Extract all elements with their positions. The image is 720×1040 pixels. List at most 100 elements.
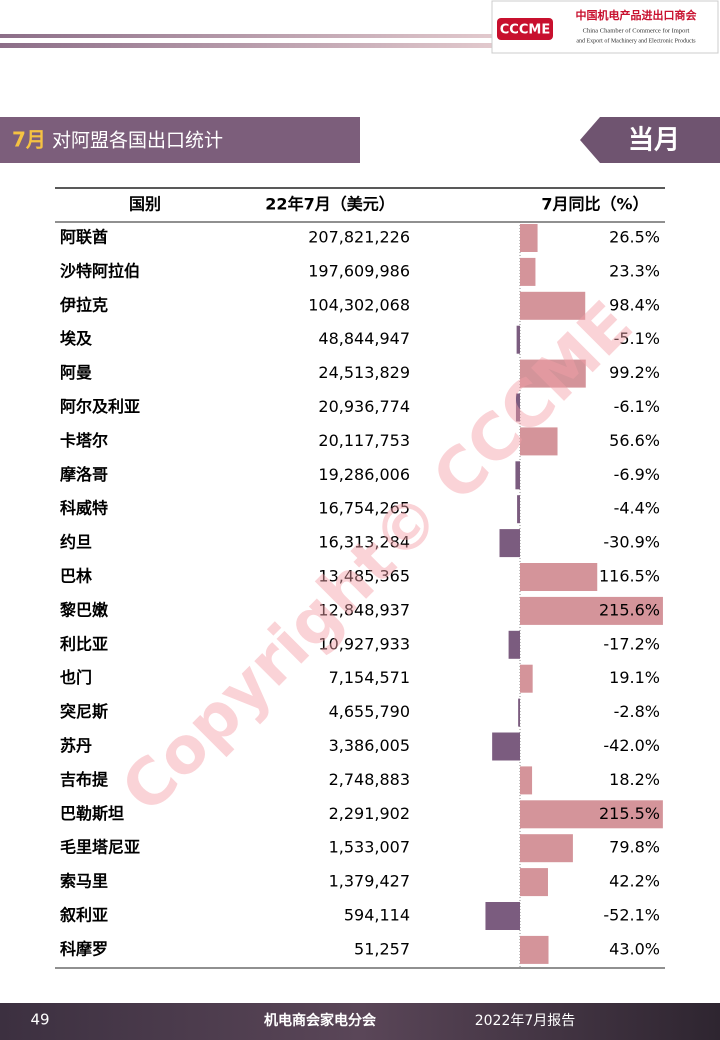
- country: 利比亚: [60, 634, 108, 653]
- amount: 51,257: [354, 939, 410, 958]
- amount: 1,379,427: [329, 872, 410, 891]
- yoy-label: 26.5%: [609, 228, 660, 247]
- country: 摩洛哥: [60, 465, 108, 484]
- amount: 594,114: [344, 906, 410, 925]
- yoy-bar: [520, 359, 586, 388]
- section-tag: 当月: [628, 126, 680, 156]
- country: 巴林: [60, 567, 92, 586]
- yoy-bar: [520, 766, 533, 795]
- amount: 4,655,790: [329, 702, 410, 721]
- yoy-bar: [520, 563, 598, 591]
- country: 巴勒斯坦: [60, 804, 124, 823]
- amount: 2,291,902: [329, 804, 410, 823]
- yoy-bar: [499, 529, 520, 558]
- column-header: 7月同比（%）: [541, 195, 648, 214]
- country: 叙利亚: [60, 906, 108, 925]
- amount: 10,927,933: [318, 634, 410, 653]
- yoy-label: 215.5%: [599, 804, 660, 823]
- country: 苏丹: [60, 736, 92, 755]
- top-rule: [0, 43, 492, 48]
- amount: 2,748,883: [329, 770, 410, 789]
- country: 阿联酋: [60, 228, 108, 247]
- yoy-label: -52.1%: [603, 906, 660, 925]
- yoy-label: -6.1%: [614, 397, 660, 416]
- yoy-bar: [520, 664, 533, 693]
- country: 阿尔及利亚: [60, 397, 140, 416]
- yoy-bar: [520, 834, 573, 863]
- country: 科威特: [60, 499, 108, 518]
- amount: 7,154,571: [329, 668, 410, 687]
- yoy-label: -4.4%: [614, 499, 660, 518]
- yoy-bar: [520, 291, 586, 320]
- yoy-bar: [508, 630, 520, 659]
- yoy-bar: [492, 732, 520, 761]
- country: 阿曼: [60, 363, 92, 382]
- yoy-bar: [515, 393, 520, 422]
- yoy-bar: [485, 902, 520, 930]
- yoy-label: 43.0%: [609, 939, 660, 958]
- amount: 1,533,007: [329, 838, 410, 857]
- yoy-label: 99.2%: [609, 363, 660, 382]
- yoy-bar: [520, 935, 549, 964]
- yoy-label: -30.9%: [603, 533, 660, 552]
- yoy-label: -5.1%: [614, 329, 660, 348]
- tag-shape: [580, 117, 720, 163]
- logo-mark: [497, 18, 553, 40]
- yoy-label: -17.2%: [603, 634, 660, 653]
- yoy-bar: [517, 495, 520, 524]
- yoy-bar: [516, 325, 520, 354]
- yoy-label: 215.6%: [599, 600, 660, 619]
- column-header: 22年7月（美元）: [265, 195, 394, 214]
- country: 埃及: [60, 329, 93, 348]
- table-body: 阿联酋 207,821,226 26.5% 沙特阿拉伯 197,609,986 23.3%…: [59, 224, 663, 964]
- country: 沙特阿拉伯: [60, 261, 140, 280]
- amount: 13,485,365: [318, 567, 410, 586]
- country: 索马里: [60, 872, 108, 891]
- yoy-label: 18.2%: [609, 770, 660, 789]
- org-en: China Chamber of Commerce for Import: [583, 27, 690, 34]
- column-header: 国别: [129, 195, 161, 214]
- yoy-label: 23.3%: [609, 261, 660, 280]
- country: 科摩罗: [60, 939, 108, 958]
- country: 约旦: [60, 533, 92, 552]
- amount: 16,313,284: [318, 533, 410, 552]
- amount: 20,117,753: [318, 431, 410, 450]
- amount: 19,286,006: [318, 465, 410, 484]
- yoy-label: -42.0%: [603, 736, 660, 755]
- yoy-label: 56.6%: [609, 431, 660, 450]
- yoy-bar: [520, 427, 558, 456]
- yoy-bar: [520, 257, 536, 286]
- country: 卡塔尔: [60, 431, 108, 450]
- yoy-bar: [520, 596, 663, 625]
- section-title: 对阿盟各国出口统计: [52, 130, 223, 152]
- yoy-label: 116.5%: [599, 567, 660, 586]
- yoy-label: -6.9%: [614, 465, 660, 484]
- amount: 24,513,829: [318, 363, 410, 382]
- yoy-bar: [520, 224, 538, 252]
- yoy-bar: [520, 800, 663, 829]
- yoy-label: 42.2%: [609, 872, 660, 891]
- yoy-label: -2.8%: [614, 702, 660, 721]
- amount: 48,844,947: [318, 329, 410, 348]
- yoy-bar: [520, 868, 548, 897]
- logo-text: CCCME: [500, 23, 550, 38]
- section-bar: [0, 117, 360, 163]
- yoy-bar: [518, 698, 520, 727]
- country: 伊拉克: [59, 295, 108, 314]
- amount: 104,302,068: [308, 295, 410, 314]
- country: 黎巴嫩: [60, 600, 109, 619]
- amount: 207,821,226: [308, 228, 410, 247]
- footer-org: 机电商会家电分会: [264, 1012, 377, 1029]
- footer-report: 2022年7月报告: [475, 1013, 576, 1029]
- amount: 12,848,937: [318, 600, 410, 619]
- country: 吉布提: [60, 770, 109, 789]
- amount: 3,386,005: [329, 736, 410, 755]
- yoy-label: 79.8%: [609, 838, 660, 857]
- section-month: 7月: [12, 128, 46, 152]
- country: 突尼斯: [60, 702, 108, 721]
- org-cn: 中国机电产品进出口商会: [576, 8, 698, 22]
- yoy-bar: [515, 461, 520, 490]
- org-en: and Export of Machinery and Electronic P…: [576, 37, 696, 44]
- top-rule: [0, 34, 492, 38]
